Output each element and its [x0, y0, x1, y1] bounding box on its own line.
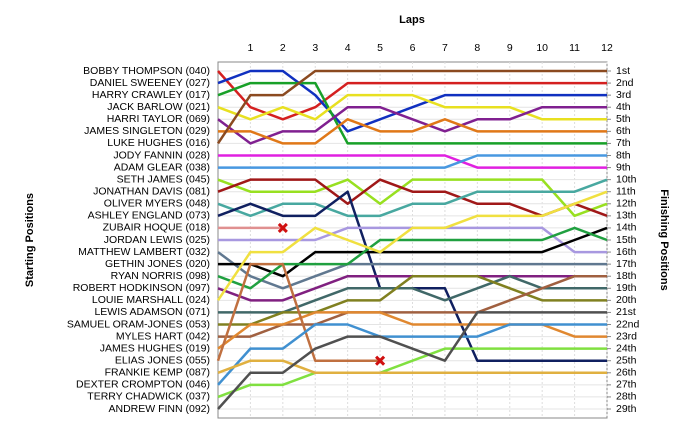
y2-tick-label: 13th [616, 210, 637, 222]
y2-tick-label: 14th [616, 222, 637, 234]
x-tick-label: 6 [410, 42, 416, 54]
lap-line [217, 251, 607, 290]
y2-axis-title: Finishing Positions [658, 189, 670, 290]
y2-tick-label: 28th [616, 391, 637, 403]
driver-label: JONATHAN DAVIS (081) [93, 185, 210, 197]
driver-label: MYLES HART (042) [116, 330, 210, 342]
x-tick-label: 4 [345, 42, 351, 54]
x-tick-label: 10 [536, 42, 548, 54]
y2-tick-label: 27th [616, 379, 637, 391]
y-axis-title: Starting Positions [24, 193, 36, 287]
driver-label: RYAN NORRIS (098) [111, 270, 210, 282]
y2-tick-label: 16th [616, 246, 637, 258]
y2-tick-label: 7th [616, 137, 631, 149]
y2-tick-label: 3rd [616, 89, 631, 101]
lap-line [217, 347, 607, 399]
lap-line [217, 69, 607, 133]
x-tick-label: 12 [601, 42, 613, 54]
y2-tick-label: 26th [616, 367, 637, 379]
x-tick-label: 5 [377, 42, 383, 54]
y2-tick-label: 18th [616, 270, 637, 282]
driver-label: HARRI TAYLOR (069) [107, 113, 210, 125]
y2-tick-label: 9th [616, 161, 631, 173]
driver-label: ASHLEY ENGLAND (073) [88, 210, 210, 222]
lap-line [217, 178, 608, 218]
lap-line [218, 118, 607, 145]
y2-tick-label: 12th [616, 198, 637, 210]
y2-tick-label: 15th [616, 234, 637, 246]
driver-label: ANDREW FINN (092) [108, 403, 210, 415]
retired-mark [375, 355, 386, 366]
lap-line [216, 262, 381, 362]
driver-label: JORDAN LEWIS (025) [104, 234, 210, 246]
driver-label: BOBBY THOMPSON (040) [83, 65, 210, 77]
driver-label: MATTHEW LAMBERT (032) [78, 246, 210, 258]
driver-label: LEWIS ADAMSON (071) [94, 306, 210, 318]
y2-tick-label: 11th [616, 185, 636, 197]
y2-tick-label: 8th [616, 149, 631, 161]
lap-line [217, 323, 607, 386]
driver-label: GETHIN JONES (020) [105, 258, 210, 270]
lap-line [216, 190, 608, 302]
driver-label: JODY FANNIN (028) [113, 149, 210, 161]
driver-label: DEXTER CROMPTON (046) [76, 379, 210, 391]
lap-line [217, 359, 607, 375]
y2-tick-label: 21st [616, 306, 636, 318]
lap-line [217, 93, 607, 121]
y2-tick-label: 5th [616, 113, 631, 125]
lap-line [218, 154, 607, 169]
lap-line [218, 274, 607, 326]
x-tick-label: 2 [280, 42, 286, 54]
lap-line [217, 70, 607, 121]
x-tick-label: 8 [474, 42, 480, 54]
x-tick-label: 9 [507, 42, 513, 54]
y2-tick-label: 6th [616, 125, 631, 137]
y2-tick-label: 20th [616, 294, 637, 306]
lap-line [217, 105, 607, 145]
driver-label: LUKE HUGHES (016) [107, 137, 210, 149]
driver-label: TERRY CHADWICK (037) [87, 391, 210, 403]
y2-tick-label: 23rd [616, 330, 637, 342]
retired-mark [277, 222, 288, 233]
driver-label: ELIAS JONES (055) [115, 354, 210, 366]
x-tick-label: 7 [442, 42, 448, 54]
driver-label: ROBERT HODKINSON (097) [73, 282, 210, 294]
lap-line [218, 226, 608, 278]
y2-tick-label: 2nd [616, 77, 634, 89]
y2-tick-label: 17th [616, 258, 637, 270]
y2-tick-label: 10th [616, 173, 637, 185]
driver-label: LOUIE MARSHALL (024) [92, 294, 210, 306]
lap-line [218, 154, 607, 169]
lap-line [217, 81, 607, 145]
driver-label: JACK BARLOW (021) [107, 101, 210, 113]
lap-line [217, 311, 607, 410]
driver-label: SAMUEL ORAM-JONES (053) [67, 318, 210, 330]
y2-tick-label: 25th [616, 354, 637, 366]
y2-tick-label: 1st [616, 65, 630, 77]
driver-label: OLIVER MYERS (048) [104, 198, 210, 210]
y2-tick-label: 19th [616, 282, 637, 294]
driver-label: HARRY CRAWLEY (017) [92, 89, 210, 101]
driver-label: DANIEL SWEENEY (027) [90, 77, 210, 89]
lap-line [216, 69, 607, 145]
driver-label: SETH JAMES (045) [117, 173, 210, 185]
x-tick-label: 1 [247, 42, 253, 54]
driver-label: JAMES HUGHES (019) [100, 342, 210, 354]
y2-tick-label: 24th [616, 342, 637, 354]
driver-label: FRANKIE KEMP (087) [105, 367, 210, 379]
x-axis-title: Laps [399, 14, 425, 26]
driver-label: ZUBAIR HOQUE (018) [103, 222, 210, 234]
lap-line [217, 178, 608, 218]
y2-tick-label: 22nd [616, 318, 640, 330]
y2-tick-label: 29th [616, 403, 637, 415]
y2-tick-label: 4th [616, 101, 631, 113]
driver-label: JAMES SINGLETON (029) [84, 125, 210, 137]
x-tick-label: 3 [312, 42, 318, 54]
driver-label: ADAM GLEAR (038) [114, 161, 210, 173]
x-tick-label: 11 [569, 42, 580, 54]
